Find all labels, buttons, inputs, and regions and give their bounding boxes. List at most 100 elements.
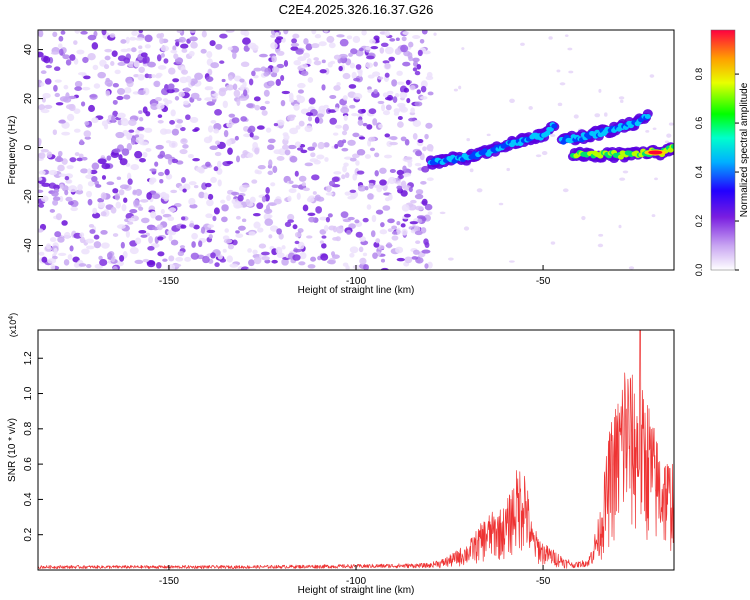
- noise-speckle: [289, 155, 298, 163]
- noise-speckle: [321, 59, 326, 64]
- noise-speckle: [38, 251, 45, 256]
- noise-speckle: [112, 265, 118, 270]
- noise-speckle: [198, 191, 205, 199]
- noise-speckle: [176, 119, 184, 124]
- noise-speckle: [313, 60, 322, 66]
- noise-speckle: [177, 250, 185, 257]
- noise-speckle: [370, 230, 376, 238]
- noise-speckle: [57, 164, 65, 172]
- noise-speckle: [128, 129, 135, 133]
- noise-speckle: [163, 194, 169, 202]
- noise-speckle: [185, 75, 192, 83]
- noise-speckle: [170, 239, 179, 246]
- noise-speckle: [123, 94, 131, 100]
- noise-speckle: [649, 74, 655, 78]
- noise-speckle: [384, 62, 391, 69]
- noise-speckle: [307, 212, 316, 217]
- noise-speckle: [406, 98, 411, 104]
- noise-speckle: [73, 128, 81, 133]
- noise-speckle: [139, 158, 146, 163]
- noise-speckle: [305, 43, 313, 51]
- noise-speckle: [79, 139, 84, 146]
- noise-speckle: [84, 136, 91, 140]
- noise-speckle: [272, 165, 278, 174]
- noise-speckle: [40, 82, 45, 87]
- noise-speckle: [352, 132, 360, 138]
- noise-speckle: [92, 212, 101, 219]
- noise-speckle: [349, 246, 359, 254]
- noise-speckle: [380, 42, 389, 48]
- noise-speckle: [305, 112, 314, 117]
- noise-speckle: [251, 70, 256, 77]
- snr-y-axis: 0.2 0.4 0.6 0.8 1.0 1.2: [23, 351, 43, 542]
- noise-speckle: [389, 38, 396, 42]
- noise-speckle: [116, 260, 124, 267]
- noise-speckle: [63, 84, 69, 90]
- noise-speckle: [175, 41, 180, 47]
- noise-speckle: [92, 64, 99, 71]
- noise-speckle: [87, 52, 96, 61]
- noise-speckle: [344, 191, 351, 196]
- noise-speckle: [421, 198, 428, 206]
- noise-speckle: [138, 229, 147, 234]
- noise-speckle: [155, 215, 163, 221]
- noise-speckle: [382, 110, 391, 116]
- noise-speckle: [112, 82, 119, 88]
- noise-speckle: [312, 191, 317, 195]
- noise-speckle: [364, 185, 369, 191]
- noise-speckle: [287, 213, 295, 221]
- noise-speckle: [103, 123, 109, 130]
- noise-speckle: [189, 116, 199, 124]
- noise-speckle: [303, 38, 309, 45]
- noise-speckle: [469, 168, 474, 173]
- spectrogram-y-tick-label: 40: [23, 44, 34, 56]
- noise-speckle: [292, 254, 301, 261]
- noise-speckle: [391, 235, 399, 241]
- noise-speckle: [137, 73, 145, 81]
- noise-speckle: [206, 199, 214, 207]
- noise-speckle: [308, 97, 316, 105]
- noise-speckle: [391, 231, 398, 235]
- noise-speckle: [384, 72, 390, 78]
- noise-speckle: [391, 225, 398, 230]
- signal-track-core: [617, 154, 624, 160]
- noise-speckle: [651, 214, 656, 218]
- noise-speckle: [192, 157, 200, 162]
- noise-speckle: [366, 204, 372, 210]
- noise-speckle: [275, 78, 282, 87]
- noise-speckle: [133, 199, 140, 207]
- noise-speckle: [453, 88, 458, 92]
- noise-speckle: [349, 252, 355, 258]
- snr-y-axis-label: SNR (10 * v/v): [7, 418, 18, 482]
- noise-speckle: [581, 216, 586, 221]
- noise-speckle: [350, 48, 358, 55]
- noise-speckle: [235, 233, 244, 238]
- noise-speckle: [222, 100, 228, 109]
- noise-speckle: [252, 213, 261, 217]
- noise-speckle: [283, 134, 290, 141]
- noise-speckle: [106, 181, 115, 186]
- noise-speckle: [131, 30, 139, 36]
- noise-speckle: [52, 199, 59, 206]
- noise-speckle: [40, 70, 47, 75]
- noise-speckle: [91, 117, 99, 124]
- noise-speckle: [414, 205, 424, 211]
- noise-speckle: [247, 267, 257, 270]
- noise-speckle: [396, 185, 403, 190]
- noise-speckle: [156, 224, 163, 231]
- noise-speckle: [273, 198, 282, 205]
- noise-speckle: [281, 258, 289, 266]
- noise-speckle: [395, 246, 404, 254]
- noise-speckle: [100, 211, 107, 217]
- noise-speckle: [87, 180, 95, 187]
- noise-speckle: [550, 133, 556, 137]
- noise-speckle: [208, 234, 213, 239]
- noise-speckle: [170, 49, 178, 54]
- noise-speckle: [237, 225, 246, 231]
- noise-speckle: [228, 113, 236, 118]
- noise-speckle: [40, 195, 49, 203]
- noise-speckle: [562, 188, 569, 193]
- noise-speckle: [168, 207, 177, 213]
- noise-speckle: [240, 266, 250, 270]
- noise-speckle: [373, 61, 378, 67]
